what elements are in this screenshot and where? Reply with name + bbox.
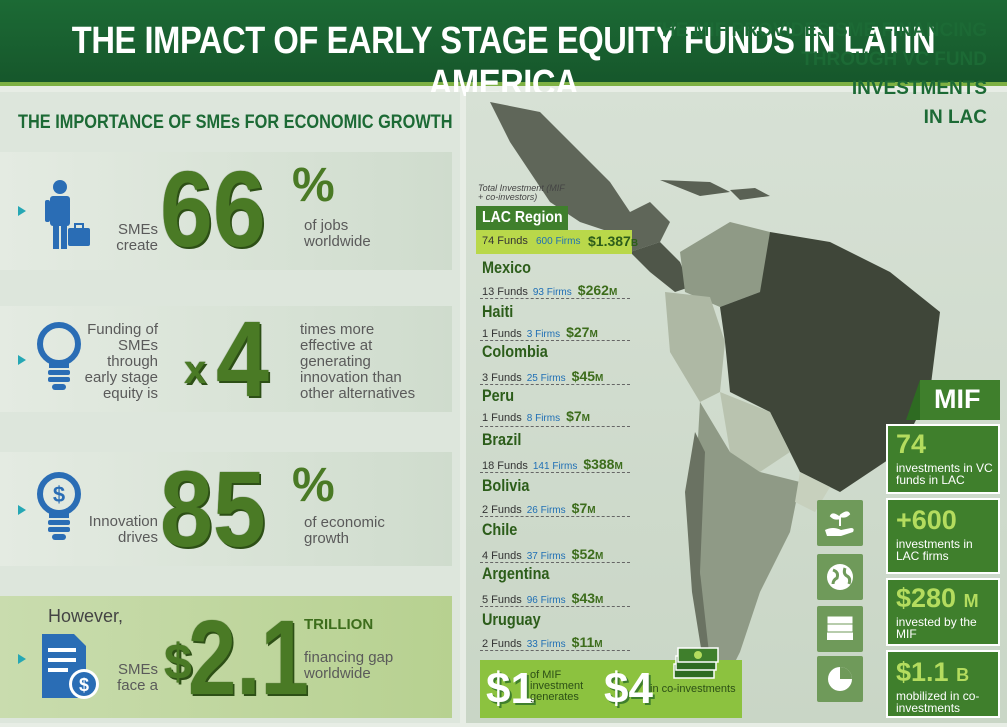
growth-before-text: Innovation drives <box>88 513 158 546</box>
country-chile-stats: 4 Funds 37 Firms $52M <box>482 546 604 562</box>
hand-plant-icon <box>817 500 863 546</box>
gap-lead-text: However, <box>48 606 124 626</box>
innovation-number: 4 <box>216 298 269 419</box>
businessman-icon <box>40 178 94 257</box>
bullet-arrow-icon <box>18 206 26 216</box>
gap-after-text: financing gap worldwide <box>304 649 394 682</box>
leverage-four: $4 <box>604 664 653 713</box>
country-colombia-stats: 3 Funds 25 Firms $45M <box>482 368 604 384</box>
country-brazil-name: Brazil <box>482 430 522 449</box>
country-colombia-name: Colombia <box>482 342 548 361</box>
separator-line <box>480 426 630 427</box>
lac-region-label: LAC Region <box>482 209 563 226</box>
gap-scale-label: TRILLION <box>304 616 374 633</box>
total-investment-note: Total Investment (MIF + co-investors) <box>478 183 565 202</box>
page-title: THE IMPACT OF EARLY STAGE EQUITY FUNDS I… <box>71 20 936 105</box>
jobs-before-text: SMEs create <box>116 221 158 254</box>
separator-line <box>480 472 630 473</box>
lac-region-amount: $1.387B <box>588 233 639 249</box>
growth-percent-sign: % <box>292 459 335 512</box>
country-uruguay-name: Uruguay <box>482 610 541 629</box>
lac-region-tag: LAC Region <box>476 206 568 230</box>
leverage-one-text: of MIF investment generates <box>530 669 584 703</box>
mif-stat-value: 74 <box>896 429 927 459</box>
separator-line <box>480 298 630 299</box>
mif-stat-invested: $280 M invested by the MIF <box>886 578 1000 646</box>
mif-stat-text: invested by the MIF <box>896 615 977 641</box>
mif-stat-value: $1.1 B <box>896 657 970 687</box>
growth-row <box>0 452 452 566</box>
innovation-row <box>0 306 452 412</box>
dollar-bulb-icon: $ <box>36 472 82 549</box>
country-mexico-stats: 13 Funds 93 Firms $262M <box>482 282 618 298</box>
svg-text:$: $ <box>53 482 65 507</box>
jobs-row <box>0 152 452 270</box>
country-haiti-name: Haiti <box>482 302 514 321</box>
country-bolivia-stats: 2 Funds 26 Firms $7M <box>482 500 596 516</box>
country-brazil-stats: 18 Funds 141 Firms $388M <box>482 456 623 472</box>
growth-after-text: of economic growth <box>304 514 385 547</box>
document-dollar-icon: $ <box>38 632 104 707</box>
mif-stat-text: investments in VC funds in LAC <box>896 461 993 487</box>
globe-icon <box>817 554 863 600</box>
separator-line <box>480 562 630 563</box>
lac-region-stats: 74 Funds 600 Firms $1.387B <box>476 230 638 254</box>
lightbulb-icon <box>36 322 82 399</box>
bullet-arrow-icon <box>18 505 26 515</box>
mif-stat-value: $280 M <box>896 583 979 613</box>
country-haiti-stats: 1 Funds 3 Firms $27M <box>482 324 598 340</box>
pie-chart-icon <box>817 656 863 702</box>
svg-text:$: $ <box>79 675 89 695</box>
mif-stat-value: +600 <box>896 505 957 535</box>
leverage-four-text: in co-investments <box>650 683 736 695</box>
country-peru-name: Peru <box>482 386 515 405</box>
lac-region-funds: 74 Funds <box>482 235 528 247</box>
mif-stat-mobilized: $1.1 B mobilized in co-investments <box>886 650 1000 718</box>
separator-line <box>480 650 630 651</box>
mif-stat-firms: +600 investments in LAC firms <box>886 498 1000 574</box>
separator-line <box>480 384 630 385</box>
mif-stat-text: investments in LAC firms <box>896 537 973 563</box>
country-argentina-name: Argentina <box>482 564 550 583</box>
latin-america-map <box>470 92 1007 727</box>
mif-label: MIF <box>934 384 981 414</box>
innovation-after-text: times more effective at generating innov… <box>300 321 416 402</box>
mif-label-box: MIF <box>920 380 1000 420</box>
growth-percent-number: 85 <box>160 448 266 569</box>
mif-stat-text: mobilized in co-investments <box>896 689 980 715</box>
bullet-arrow-icon <box>18 654 26 664</box>
gap-before-text: SMEs face a <box>117 661 158 694</box>
country-chile-name: Chile <box>482 520 518 539</box>
header-banner: THE IMPACT OF EARLY STAGE EQUITY FUNDS I… <box>0 0 1007 105</box>
cash-stack-icon <box>817 606 863 652</box>
lac-region-firms: 600 Firms <box>536 236 581 247</box>
innovation-multiplier: x <box>184 348 207 392</box>
jobs-percent-number: 66 <box>160 148 266 269</box>
separator-line <box>480 606 630 607</box>
mif-stat-funds: 74 investments in VC funds in LAC <box>886 424 1000 494</box>
bullet-arrow-icon <box>18 355 26 365</box>
money-stack-icon <box>672 644 720 687</box>
country-mexico-name: Mexico <box>482 258 531 277</box>
left-section-title: THE IMPORTANCE OF SMEs FOR ECONOMIC GROW… <box>18 112 453 133</box>
mif-label-corner <box>906 380 920 420</box>
gap-number: 2.1 <box>188 599 309 717</box>
country-bolivia-name: Bolivia <box>482 476 530 495</box>
separator-line <box>480 516 630 517</box>
leverage-one: $1 <box>486 664 535 713</box>
gap-currency: $ <box>164 634 192 690</box>
jobs-after-text: of jobs worldwide <box>304 217 371 250</box>
innovation-before-text: Funding of SMEs through early stage equi… <box>84 321 158 402</box>
country-uruguay-stats: 2 Funds 33 Firms $11M <box>482 634 603 650</box>
jobs-percent-sign: % <box>292 159 335 212</box>
mif-section-title: THE MIF PROVIDES SME FINANCING THROUGH V… <box>650 20 987 128</box>
country-argentina-stats: 5 Funds 96 Firms $43M <box>482 590 604 606</box>
separator-line <box>480 340 630 341</box>
country-peru-stats: 1 Funds 8 Firms $7M <box>482 408 591 424</box>
